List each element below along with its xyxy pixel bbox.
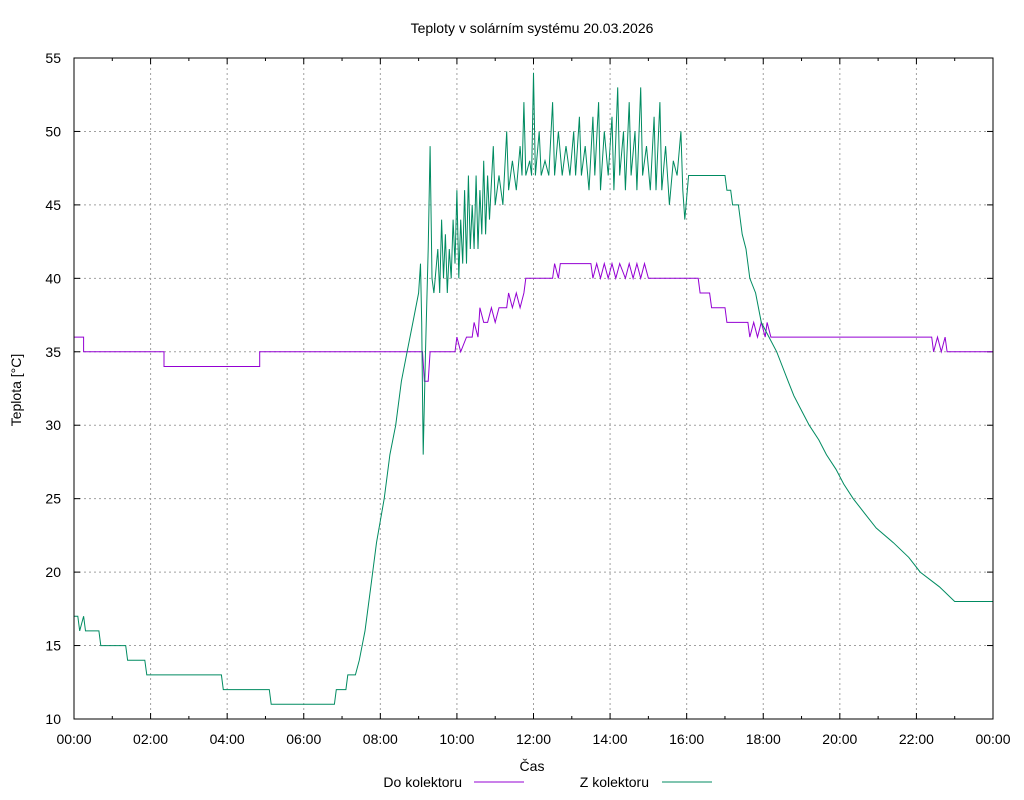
x-tick-label: 00:00 xyxy=(56,731,91,747)
grid xyxy=(74,58,993,719)
legend-label: Do kolektoru xyxy=(383,774,462,790)
x-tick-label: 12:00 xyxy=(516,731,551,747)
series-group xyxy=(74,72,993,705)
y-tick-label: 15 xyxy=(45,638,61,654)
y-tick-label: 45 xyxy=(45,197,61,213)
x-tick-label: 02:00 xyxy=(133,731,168,747)
x-tick-label: 18:00 xyxy=(746,731,781,747)
x-tick-label: 10:00 xyxy=(439,731,474,747)
y-tick-label: 55 xyxy=(45,50,61,66)
y-tick-label: 30 xyxy=(45,417,61,433)
y-tick-label: 40 xyxy=(45,270,61,286)
y-tick-label: 10 xyxy=(45,711,61,727)
x-tick-label: 04:00 xyxy=(210,731,245,747)
x-tick-label: 08:00 xyxy=(363,731,398,747)
legend-label: Z kolektoru xyxy=(580,774,649,790)
y-axis-label: Teplota [°C] xyxy=(8,354,24,427)
series-line-1 xyxy=(74,261,993,382)
x-tick-label: 20:00 xyxy=(822,731,857,747)
chart-title: Teploty v solárním systému 20.03.2026 xyxy=(411,20,654,36)
x-axis-label: Čas xyxy=(520,758,545,774)
x-tick-label: 00:00 xyxy=(975,731,1010,747)
y-tick-label: 35 xyxy=(45,344,61,360)
x-tick-label: 06:00 xyxy=(286,731,321,747)
legend: Do kolektoru Z kolektoru xyxy=(383,774,712,790)
x-tick-label: 22:00 xyxy=(899,731,934,747)
y-tick-label: 20 xyxy=(45,564,61,580)
x-tick-label: 14:00 xyxy=(593,731,628,747)
x-axis: 00:00 02:00 04:00 06:00 08:00 10:00 12:00 14:00… xyxy=(56,58,1011,747)
plot-frame xyxy=(73,57,994,720)
y-tick-label: 50 xyxy=(45,123,61,139)
series-line-2 xyxy=(74,72,993,705)
y-tick-label: 25 xyxy=(45,491,61,507)
x-tick-label: 16:00 xyxy=(669,731,704,747)
